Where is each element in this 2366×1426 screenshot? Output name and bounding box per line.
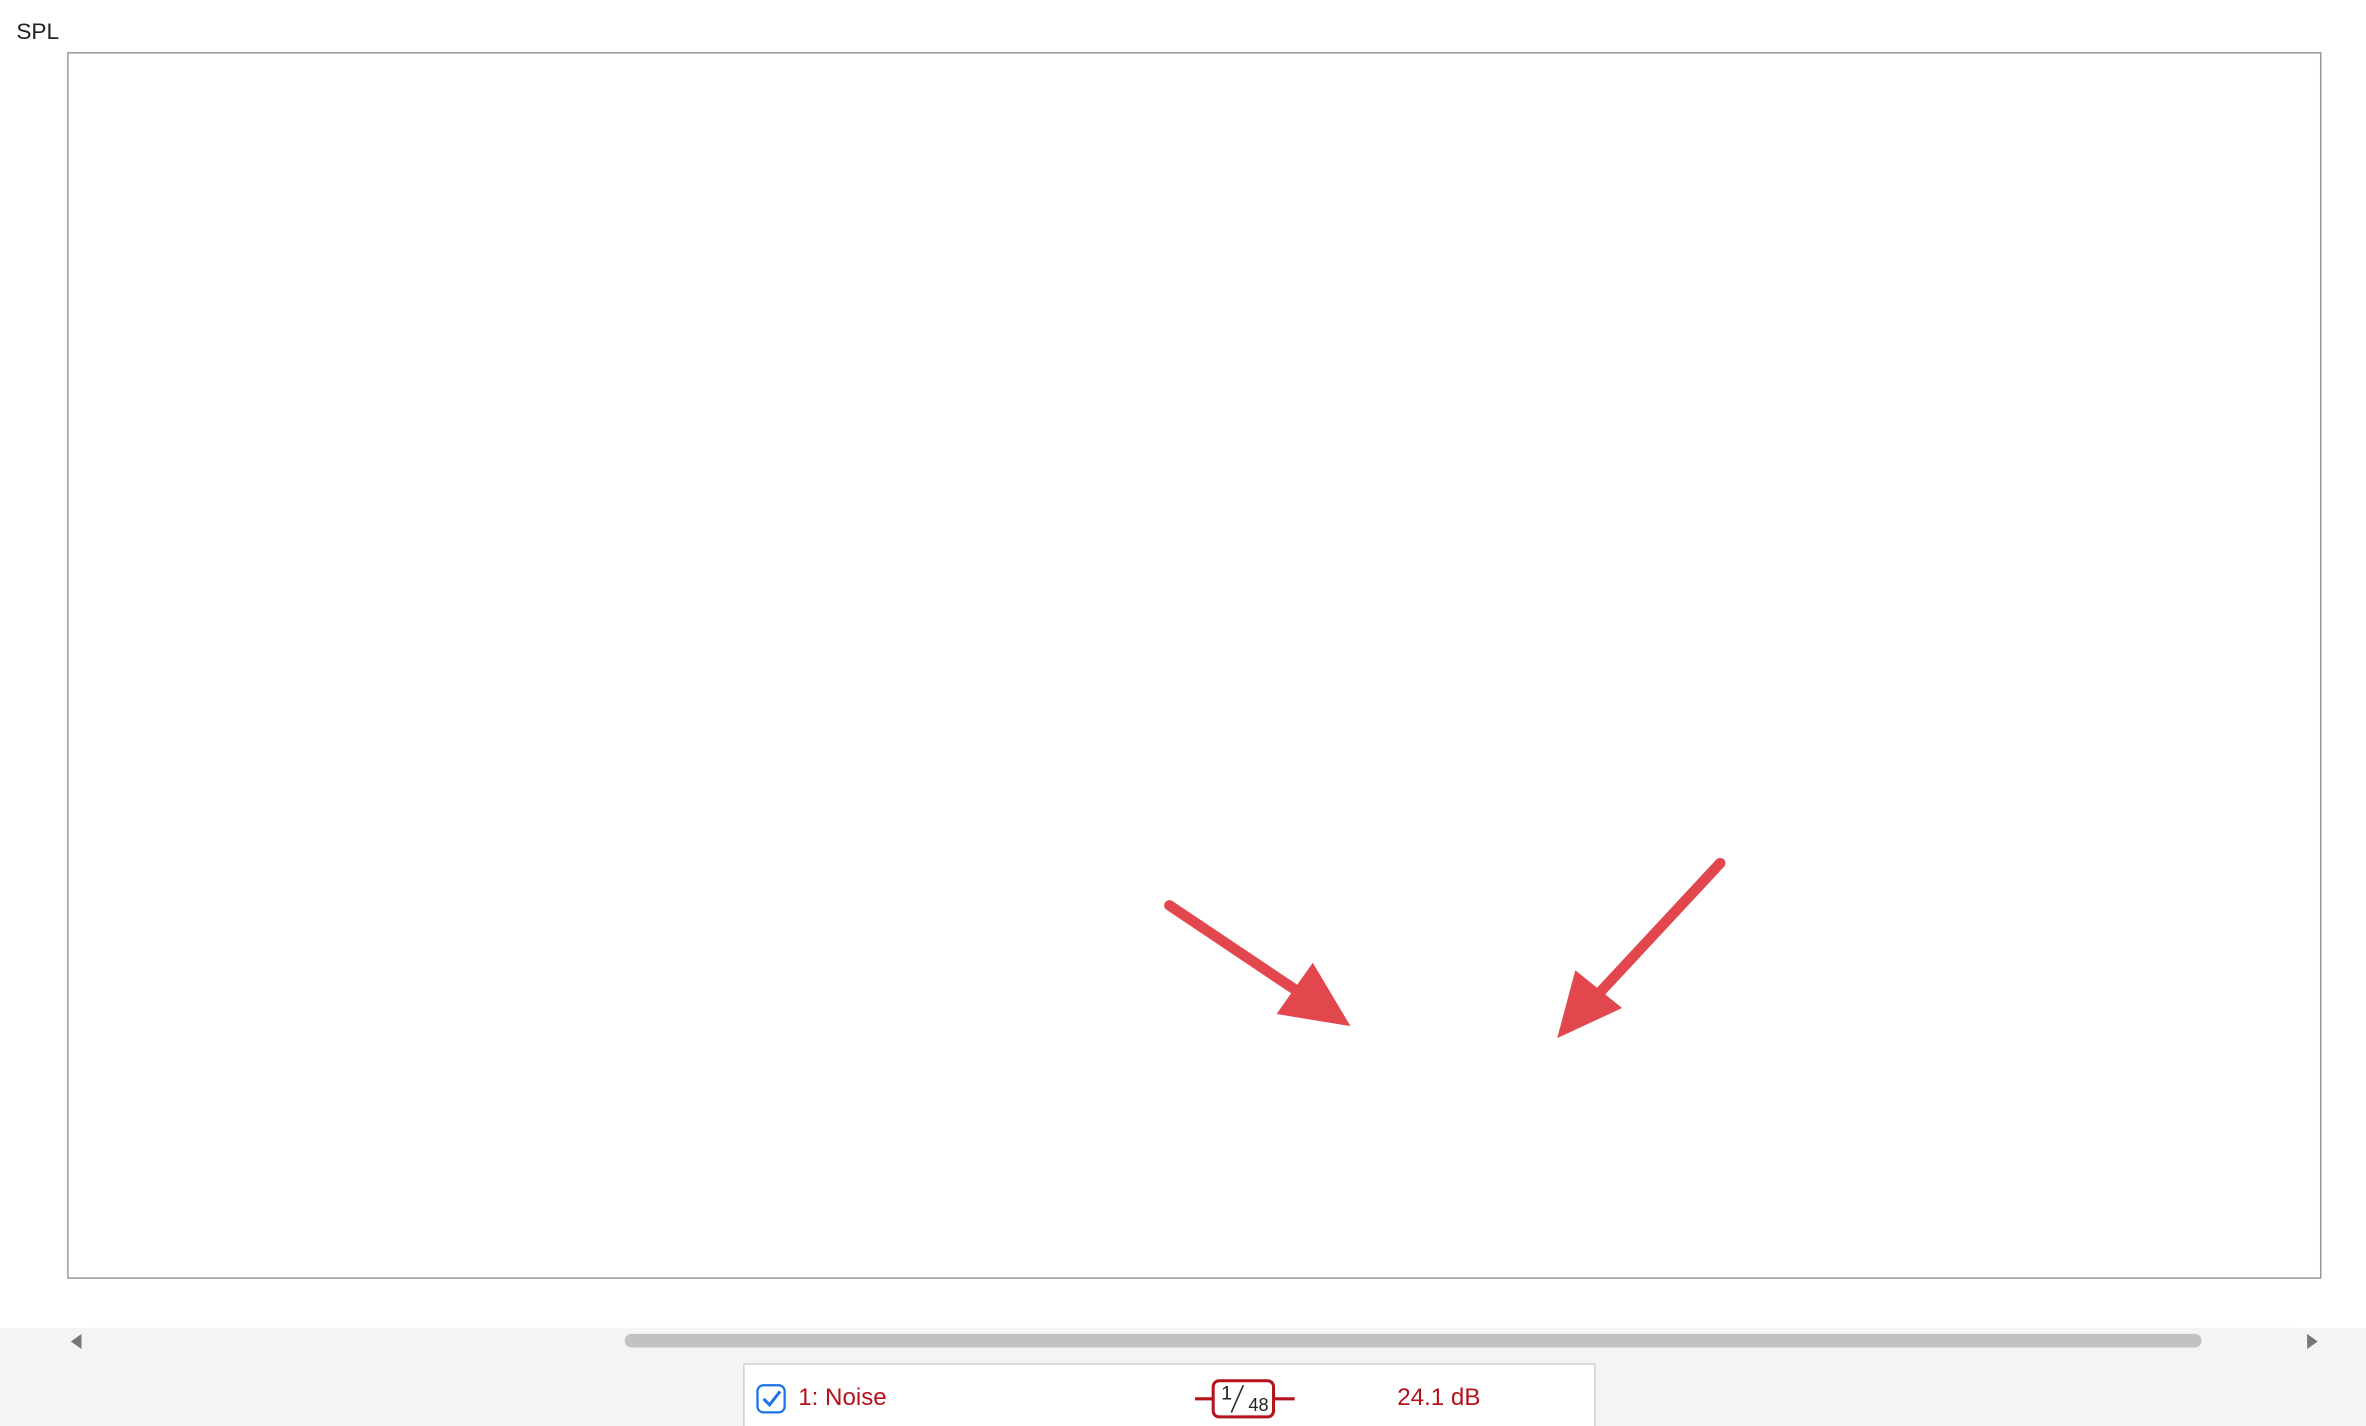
smoothing-denominator: 48 (1248, 1395, 1268, 1415)
legend-box (743, 1363, 1596, 1426)
legend-value: 24.1 dB (1397, 1384, 1480, 1411)
legend: 1: Noise 1 48 24.1 dB (743, 1363, 1596, 1426)
annotation-arrows (1164, 857, 1726, 1039)
scroll-thumb[interactable] (624, 1333, 2202, 1348)
arrow (1164, 900, 1303, 997)
plot-area (67, 52, 2322, 1279)
scrollbar[interactable] (70, 1327, 2318, 1354)
scroll-right[interactable] (2307, 1333, 2318, 1350)
arrow-head (1276, 962, 1351, 1027)
check-mark (762, 1390, 782, 1408)
smoothing-numerator: 1 (1221, 1382, 1232, 1404)
smoothing-box[interactable] (1211, 1379, 1276, 1419)
y-axis-label: SPL (16, 19, 59, 44)
legend-entry: 1: Noise (798, 1384, 887, 1411)
legend-checkbox[interactable] (756, 1384, 786, 1414)
arrow-head (1557, 970, 1623, 1039)
smoothing-slash (1230, 1384, 1245, 1413)
scroll-left[interactable] (70, 1333, 82, 1350)
arrow (1594, 857, 1726, 999)
